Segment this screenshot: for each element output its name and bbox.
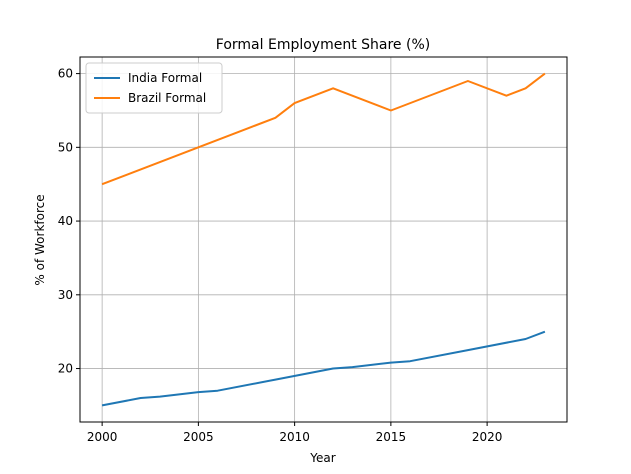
legend-label-2: Brazil Formal bbox=[128, 91, 206, 105]
chart-title: Formal Employment Share (%) bbox=[216, 37, 430, 53]
y-tick-label-50: 50 bbox=[58, 140, 73, 154]
legend: India Formal Brazil Formal bbox=[85, 62, 223, 114]
x-tick-label-2000: 2000 bbox=[87, 430, 118, 444]
series-line-2 bbox=[101, 72, 546, 186]
x-tick-label-2010: 2010 bbox=[279, 430, 310, 444]
legend-label-1: India Formal bbox=[128, 71, 202, 85]
series-lines bbox=[101, 72, 546, 407]
y-tick-label-60: 60 bbox=[58, 67, 73, 81]
y-tick-label-30: 30 bbox=[58, 288, 73, 302]
x-axis-label: Year bbox=[309, 451, 335, 465]
series-line-1 bbox=[101, 330, 546, 407]
y-tick-label-20: 20 bbox=[58, 362, 73, 376]
x-tick-label-2015: 2015 bbox=[376, 430, 407, 444]
plot-area-frame bbox=[79, 56, 568, 423]
x-tick-label-2005: 2005 bbox=[183, 430, 214, 444]
legend-box bbox=[85, 62, 223, 114]
grid-lines bbox=[80, 57, 567, 422]
y-axis-label: % of Workforce bbox=[33, 194, 47, 285]
x-tick-label-2020: 2020 bbox=[472, 430, 503, 444]
y-tick-label-40: 40 bbox=[58, 214, 73, 228]
